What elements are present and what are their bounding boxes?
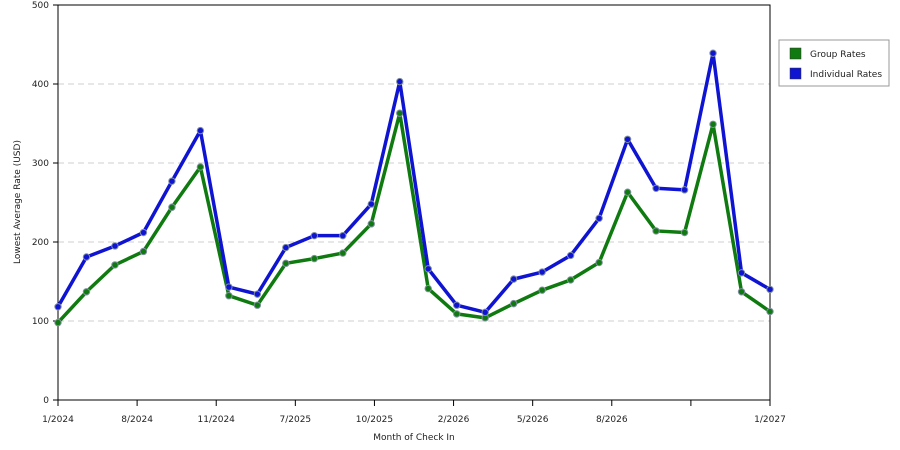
data-point [196, 163, 205, 171]
legend-swatch-group [789, 47, 802, 60]
series-line-1 [56, 51, 771, 315]
x-tick-label: 1/2024 [42, 415, 74, 425]
data-point [111, 242, 119, 250]
data-point [566, 251, 575, 260]
data-point [424, 284, 432, 293]
data-point [282, 259, 290, 268]
y-tick-label: 200 [32, 238, 49, 248]
data-point [566, 276, 575, 284]
data-point [82, 253, 91, 261]
data-point [168, 203, 176, 211]
data-point [595, 214, 603, 223]
data-point [509, 275, 518, 283]
legend-swatch-individual [789, 67, 802, 80]
data-point [453, 310, 461, 318]
data-point [481, 308, 489, 317]
y-axis-ticks: 0 100 200 300 400 500 [32, 1, 58, 406]
data-point [82, 288, 91, 296]
y-axis-title: Lowest Average Rate (USD) [13, 140, 23, 264]
grid-lines [58, 83, 770, 322]
data-point [253, 301, 262, 309]
legend-label-group: Group Rates [810, 50, 866, 60]
data-point [652, 184, 660, 192]
series-line-0 [56, 111, 771, 324]
x-tick-label: 5/2026 [517, 415, 549, 425]
data-point [623, 135, 632, 144]
data-point [538, 268, 546, 276]
data-point [225, 283, 233, 291]
data-point [709, 120, 717, 128]
data-point [396, 77, 404, 86]
x-axis-title: Month of Check In [373, 433, 455, 443]
series-group [54, 49, 774, 327]
data-point [766, 307, 774, 316]
x-axis-ticks: 1/2024 8/2024 11/2024 7/2025 10/2025 2/2026 5/… [42, 400, 786, 425]
y-tick-label: 100 [32, 317, 49, 327]
data-point [139, 228, 148, 237]
data-point [424, 265, 432, 273]
y-tick-label: 500 [32, 1, 49, 11]
data-point [168, 177, 176, 185]
x-tick-label: 8/2024 [121, 415, 153, 425]
data-point [737, 269, 746, 277]
data-point [225, 292, 233, 300]
data-point [367, 220, 375, 228]
plot-area-border [57, 4, 771, 401]
data-point [196, 126, 205, 135]
data-point [111, 261, 119, 269]
data-point [680, 186, 689, 194]
data-point [282, 243, 290, 252]
data-point [652, 227, 660, 235]
data-point [139, 247, 148, 256]
data-point [680, 228, 689, 237]
y-tick-label: 0 [43, 396, 49, 406]
data-point [54, 318, 62, 327]
data-point [367, 200, 375, 208]
y-tick-label: 400 [32, 80, 49, 90]
data-point [766, 285, 774, 294]
x-tick-label: 8/2026 [596, 415, 628, 425]
data-point [310, 231, 319, 240]
data-point [253, 290, 262, 298]
data-point [595, 258, 603, 267]
data-point [310, 254, 319, 263]
x-tick-label: 2/2026 [438, 415, 470, 425]
data-point [339, 231, 347, 240]
y-tick-label: 300 [32, 159, 49, 169]
legend-label-individual: Individual Rates [810, 70, 882, 80]
data-point [709, 49, 717, 57]
data-point [509, 299, 518, 308]
x-tick-label: 1/2027 [754, 415, 786, 425]
legend: Group Rates Individual Rates [778, 39, 890, 87]
data-point [54, 303, 62, 311]
x-tick-label: 10/2025 [356, 415, 393, 425]
x-tick-label: 11/2024 [198, 415, 236, 425]
data-point [623, 188, 632, 196]
data-point [339, 249, 347, 257]
data-point [396, 109, 404, 117]
data-point [737, 288, 746, 296]
data-point [453, 301, 461, 309]
x-tick-label: 7/2025 [279, 415, 311, 425]
data-point [538, 286, 546, 294]
